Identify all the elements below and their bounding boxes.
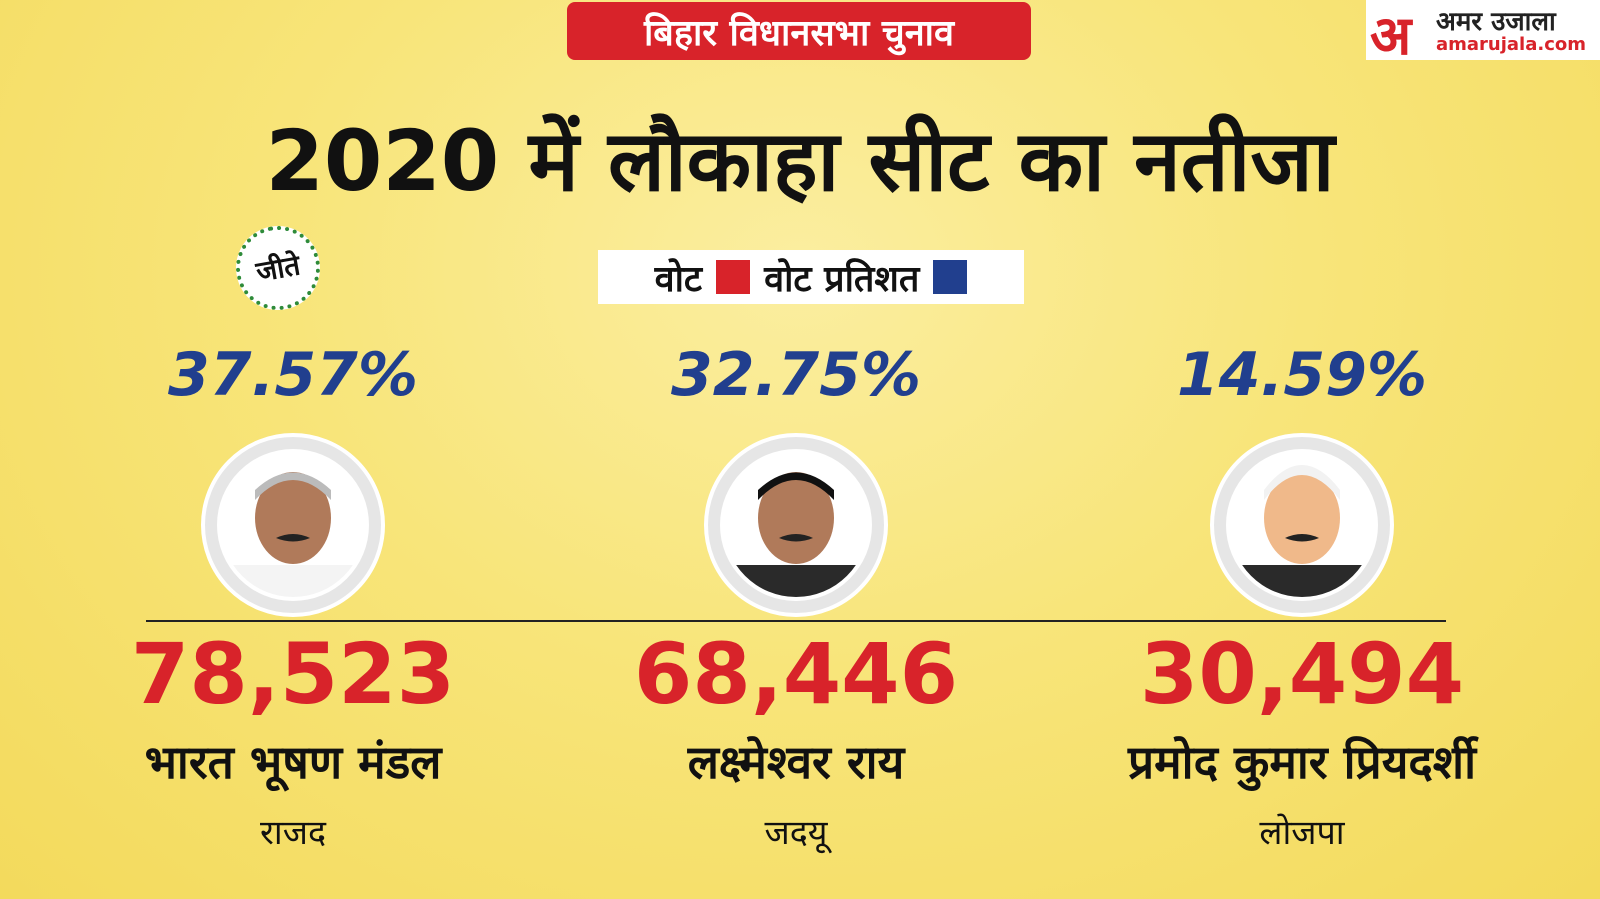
party-name: राजद (260, 813, 326, 853)
logo-name: अमर उजाला (1436, 7, 1556, 37)
candidate-name: लक्ष्मेश्वर राय (687, 735, 905, 789)
divider (146, 620, 1446, 622)
party-name: लोजपा (1259, 813, 1345, 853)
header-tag: बिहार विधानसभा चुनाव (567, 2, 1031, 60)
logo: अ अमर उजाला amarujala.com (1366, 0, 1600, 67)
vote-percent: 37.57% (168, 340, 418, 410)
title: 2020 में लौकाहा सीट का नतीजा (265, 112, 1335, 210)
legend-label: वोट (654, 258, 703, 300)
vote-percent: 32.75% (671, 340, 921, 410)
vote-count: 78,523 (130, 625, 456, 723)
candidate-photo (43, 430, 543, 620)
candidate-photo (546, 430, 1046, 620)
legend-swatch (716, 260, 751, 294)
vote-count: 68,446 (633, 625, 959, 723)
photo-frame (201, 433, 385, 617)
legend: वोट वोट प्रतिशत (598, 250, 1024, 304)
vote-percent: 14.59% (1177, 340, 1427, 410)
winner-badge: जीते (229, 219, 327, 317)
portrait (724, 472, 868, 597)
candidate-name: प्रमोद कुमार प्रियदर्शी (1127, 735, 1476, 789)
party-name: जदयू (764, 813, 828, 853)
vote-count: 30,494 (1139, 625, 1465, 723)
candidate-photo (1052, 430, 1552, 620)
photo-frame (704, 433, 888, 617)
logo-url: amarujala.com (1436, 34, 1587, 55)
candidate-name: भारत भूषण मंडल (144, 735, 442, 789)
legend-swatch (933, 260, 968, 294)
legend-label: वोट प्रतिशत (764, 258, 920, 300)
logo-mark: अ (1370, 4, 1412, 67)
photo-frame (1210, 433, 1394, 617)
